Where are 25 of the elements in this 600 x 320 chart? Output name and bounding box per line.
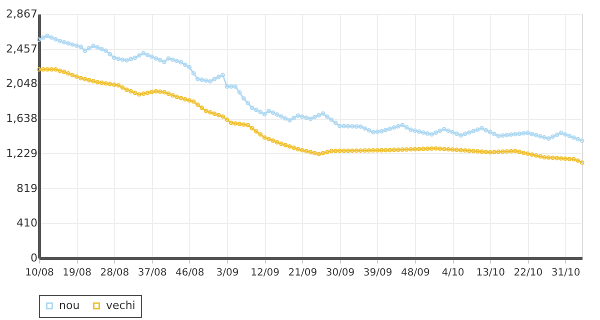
x-tick-label: 19/08 [62, 268, 92, 278]
y-tick-label: 1,229 [6, 146, 38, 160]
x-tick-label: 10/08 [25, 268, 54, 278]
y-tick-label: 2,457 [6, 42, 38, 56]
y-tick-label: 2,867 [6, 8, 38, 20]
x-tick-label: 28/08 [100, 268, 130, 278]
y-tick-label: 2,048 [6, 77, 38, 90]
x-tick-label: 39/09 [363, 268, 392, 278]
x-tick-label: 37/08 [138, 268, 167, 278]
x-tick-label: 22/10 [514, 268, 543, 278]
legend-label: vechi [106, 298, 136, 312]
y-tick-label: 1,638 [6, 112, 38, 126]
x-tick-label: 31/10 [551, 268, 580, 278]
x-tick-label: 46/08 [175, 268, 204, 278]
x-tick-label: 13/10 [476, 268, 506, 278]
x-tick-label: 4/10 [442, 268, 464, 278]
y-tick-label: 819 [16, 182, 38, 195]
x-tick-label: 48/09 [401, 268, 430, 278]
x-tick-label: 3/09 [216, 268, 239, 278]
legend-label: nou [59, 298, 80, 312]
y-tick-label: 410 [16, 216, 38, 230]
x-tick-label: 12/09 [250, 268, 280, 278]
x-tick-label: 21/09 [288, 268, 318, 278]
x-tick-label: 30/09 [326, 268, 355, 278]
y-tick-label: 0 [30, 252, 38, 264]
